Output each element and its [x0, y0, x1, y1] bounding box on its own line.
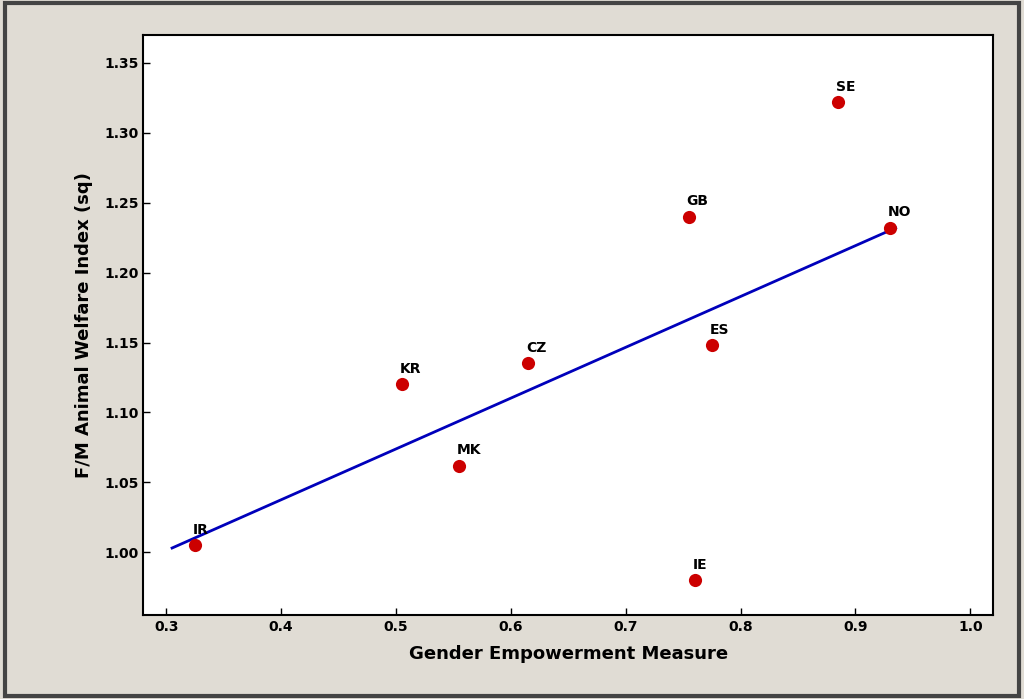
Text: SE: SE [836, 80, 855, 94]
Text: GB: GB [687, 194, 709, 208]
Point [451, 460, 467, 471]
Point [703, 340, 720, 351]
Text: CZ: CZ [526, 341, 546, 355]
Text: IR: IR [193, 523, 209, 537]
X-axis label: Gender Empowerment Measure: Gender Empowerment Measure [409, 645, 728, 663]
Point [681, 211, 697, 222]
Text: NO: NO [888, 206, 911, 219]
Text: KR: KR [399, 362, 421, 376]
Point [186, 540, 203, 551]
Point [882, 222, 898, 233]
Text: MK: MK [457, 443, 481, 457]
Point [686, 575, 702, 586]
Y-axis label: F/M Animal Welfare Index (sq): F/M Animal Welfare Index (sq) [75, 172, 93, 478]
Text: ES: ES [710, 323, 729, 337]
Point [393, 379, 410, 390]
Point [830, 96, 847, 108]
Text: IE: IE [692, 558, 707, 572]
Point [520, 358, 537, 369]
